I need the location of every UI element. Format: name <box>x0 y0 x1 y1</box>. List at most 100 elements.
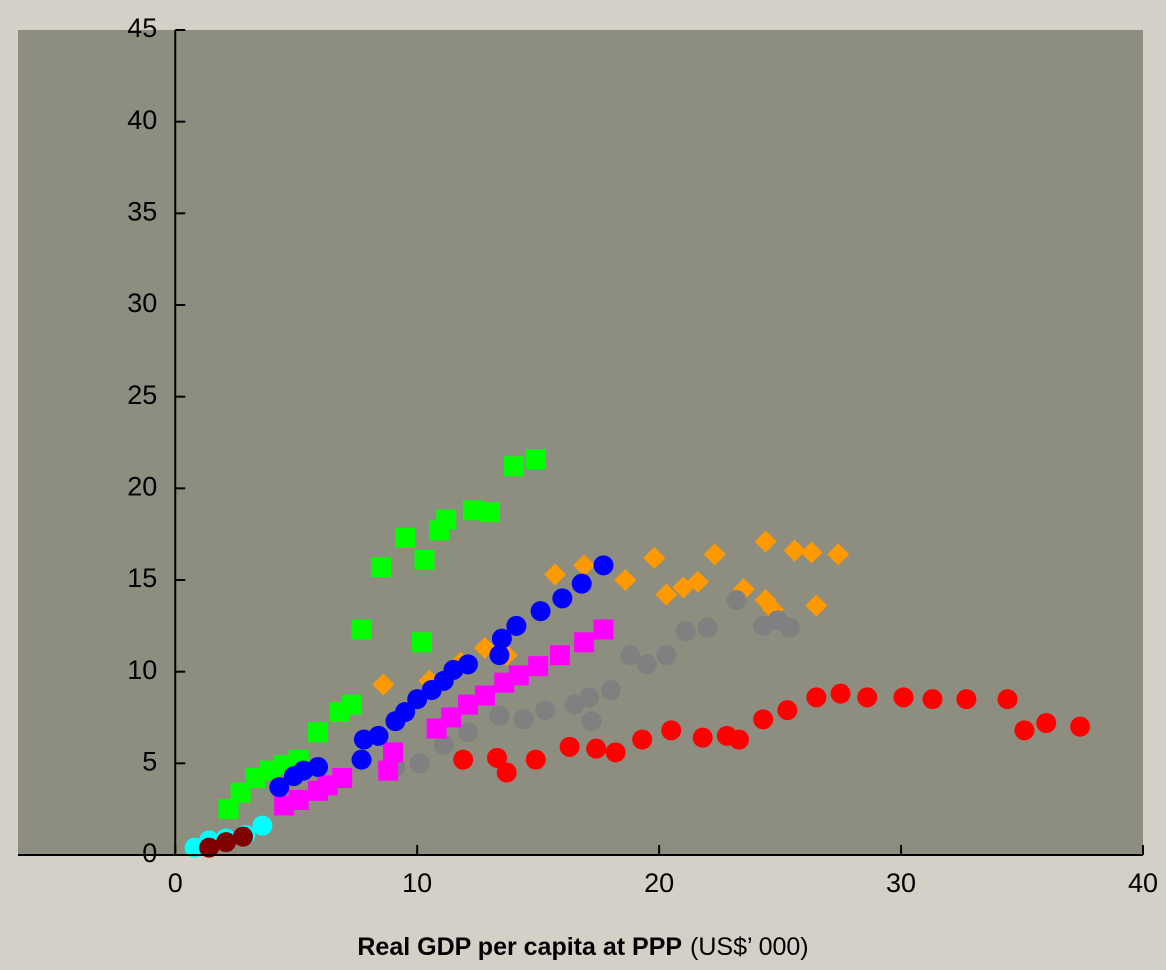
point <box>503 456 524 477</box>
point <box>1070 716 1091 737</box>
x-tick-label: 20 <box>644 868 674 898</box>
point <box>827 543 850 566</box>
point <box>581 711 602 732</box>
point <box>655 583 678 606</box>
point <box>573 554 596 577</box>
point <box>308 722 328 743</box>
point <box>351 749 372 770</box>
point <box>544 563 567 586</box>
point <box>252 815 273 836</box>
point <box>620 645 641 666</box>
x-axis-title: Real GDP per capita at PPP <box>357 933 682 961</box>
point <box>535 700 556 721</box>
point <box>458 694 478 715</box>
point <box>513 709 534 730</box>
point <box>600 680 621 700</box>
point <box>593 619 614 640</box>
point <box>441 707 462 728</box>
point <box>332 768 353 788</box>
point <box>458 654 478 675</box>
x-axis-label: Real GDP per capita at PPP (US$’ 000) <box>357 933 808 961</box>
point <box>893 687 914 708</box>
x-tick-label: 40 <box>1128 868 1158 898</box>
point <box>308 757 328 777</box>
point <box>726 590 747 611</box>
point <box>1014 720 1035 741</box>
point <box>586 738 607 759</box>
point <box>378 760 399 781</box>
point <box>458 722 478 743</box>
point <box>593 555 614 576</box>
point <box>686 570 709 593</box>
point <box>578 687 599 708</box>
x-tick-label: 30 <box>886 868 916 898</box>
point <box>407 689 428 710</box>
point <box>489 705 510 726</box>
point <box>643 547 666 569</box>
point <box>489 645 510 666</box>
point <box>728 729 749 750</box>
point <box>395 527 416 548</box>
point <box>368 725 389 746</box>
point <box>692 727 713 748</box>
y-tick-label: 40 <box>127 105 157 135</box>
point <box>412 632 433 653</box>
point <box>661 720 682 741</box>
point <box>800 541 823 564</box>
point <box>559 736 580 757</box>
point <box>233 826 253 847</box>
point <box>574 632 595 653</box>
x-tick-label: 10 <box>402 868 432 898</box>
point <box>414 549 435 570</box>
point <box>783 539 806 562</box>
point <box>637 654 658 675</box>
y-tick-label: 45 <box>127 13 157 43</box>
point <box>341 694 362 715</box>
point <box>857 687 878 708</box>
point <box>525 749 546 770</box>
point <box>199 837 220 858</box>
point <box>703 543 726 566</box>
point <box>496 762 517 783</box>
y-tick-label: 15 <box>127 563 157 593</box>
y-tick-label: 0 <box>142 838 157 868</box>
point <box>462 500 483 521</box>
y-tick-label: 35 <box>127 196 157 226</box>
point <box>370 557 391 578</box>
y-tick-label: 5 <box>142 746 157 776</box>
y-tick-label: 30 <box>127 288 157 318</box>
point <box>436 509 457 530</box>
point <box>806 687 827 708</box>
point <box>956 689 977 710</box>
point <box>525 449 546 469</box>
point <box>528 656 549 677</box>
y-tick-label: 20 <box>127 471 157 501</box>
point <box>697 617 718 638</box>
point <box>395 702 416 722</box>
x-axis-unit: (US$’ 000) <box>690 933 809 961</box>
point <box>479 502 500 523</box>
point <box>1036 713 1057 733</box>
point <box>453 749 474 770</box>
point <box>506 615 527 636</box>
point <box>830 683 851 704</box>
point <box>997 689 1018 710</box>
point <box>491 628 512 649</box>
point <box>777 700 798 721</box>
point <box>474 685 495 706</box>
point <box>656 645 677 666</box>
plot-area <box>18 30 1143 855</box>
y-tick-label: 10 <box>127 655 157 685</box>
point <box>675 621 696 642</box>
point <box>549 645 570 666</box>
point <box>530 601 551 622</box>
point <box>409 753 430 774</box>
point <box>571 573 592 594</box>
point <box>614 569 637 591</box>
point <box>433 735 454 755</box>
point <box>552 588 573 609</box>
point <box>805 594 828 617</box>
point <box>269 777 290 798</box>
y-tick-label: 25 <box>127 380 157 410</box>
